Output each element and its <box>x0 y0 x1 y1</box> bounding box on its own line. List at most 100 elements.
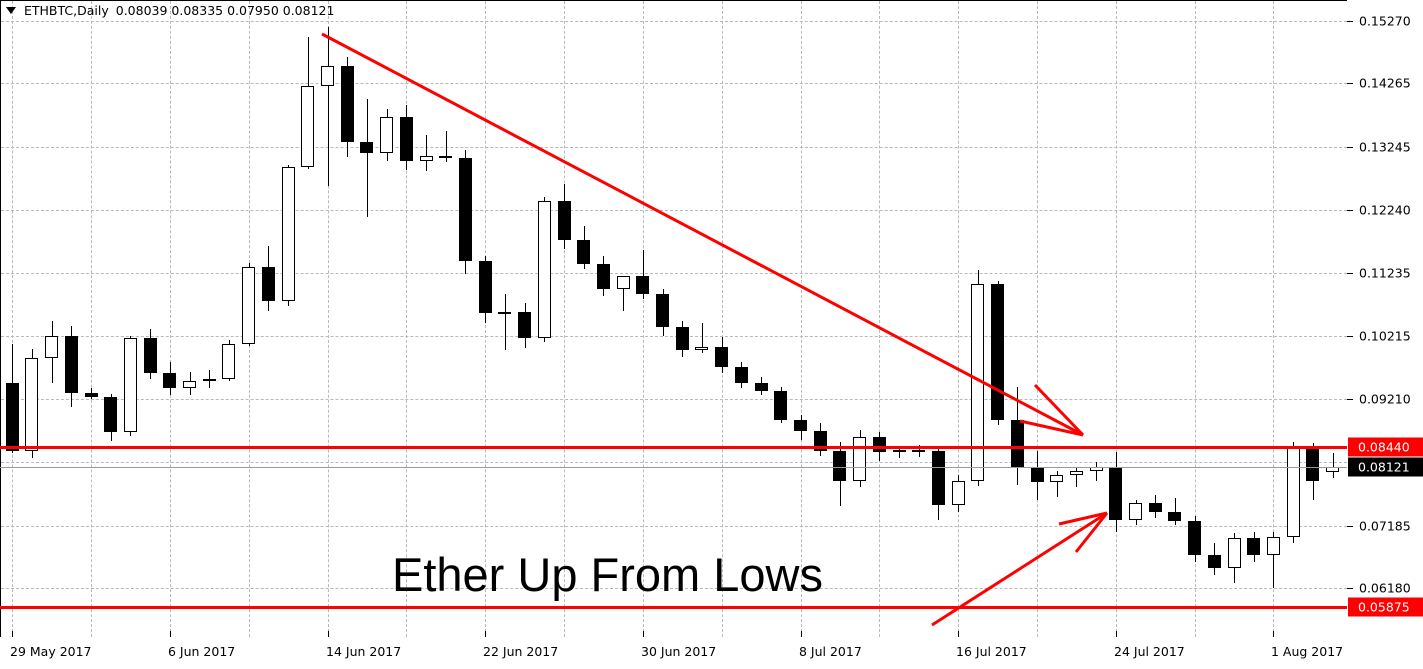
candle-body <box>833 450 846 481</box>
candle-body <box>380 117 393 153</box>
candle-body <box>932 450 945 505</box>
candle-wick <box>1057 470 1058 498</box>
symbol-label: ETHBTC,Daily <box>24 3 109 18</box>
price-axis-tick <box>1347 399 1353 401</box>
date-axis-tick <box>1273 631 1274 637</box>
candle-wick <box>1273 532 1274 589</box>
price-axis-label: 0.13245 <box>1359 139 1411 155</box>
price-axis-label: 0.10215 <box>1359 328 1411 344</box>
candle-body <box>1050 474 1063 483</box>
candle-body <box>85 393 98 397</box>
candle-body <box>794 419 807 431</box>
date-axis-label: 16 Jul 2017 <box>956 644 1027 659</box>
horizontal-gridline <box>1 336 1347 338</box>
candle-body <box>873 437 886 453</box>
candle-body <box>124 338 137 433</box>
drawing-objects-layer <box>321 32 1109 627</box>
candle-body <box>341 65 354 142</box>
date-axis-tick <box>170 631 171 637</box>
horizontal-gridline <box>1 588 1347 590</box>
triangle-down-icon[interactable] <box>6 7 16 14</box>
vertical-gridline <box>406 1 407 637</box>
price-axis[interactable]: 0.15270 0.14265 0.13245 0.12240 0.11235 0.102… <box>1347 0 1423 637</box>
candle-body <box>715 347 728 368</box>
candle-wick <box>1175 498 1176 525</box>
price-axis-label: 0.14265 <box>1359 75 1411 91</box>
horizontal-gridline <box>1 209 1347 211</box>
date-axis-label: 30 Jun 2017 <box>641 644 717 659</box>
date-axis-label: 14 Jun 2017 <box>326 644 402 659</box>
candle-body <box>755 383 768 391</box>
candle-body <box>636 276 649 294</box>
candle-body <box>656 293 669 328</box>
candle-body <box>400 117 413 162</box>
date-axis-tick <box>958 631 959 637</box>
candle-wick <box>1096 462 1097 481</box>
candle-wick <box>505 293 506 350</box>
vertical-gridline <box>801 1 802 637</box>
candle-body <box>6 383 19 451</box>
horizontal-gridline <box>1 272 1347 274</box>
price-axis-label: 0.11235 <box>1359 265 1411 281</box>
chart-annotation-text: Ether Up From Lows <box>392 548 823 601</box>
vertical-gridline <box>1195 1 1196 637</box>
candle-wick <box>328 27 329 187</box>
current-price-badge: 0.08121 <box>1348 457 1423 477</box>
candle-body <box>558 201 571 241</box>
vertical-gridline <box>1273 1 1274 637</box>
candle-body <box>1247 538 1260 555</box>
date-axis-tick <box>1116 631 1117 637</box>
candle-body <box>163 373 176 389</box>
price-axis-tick <box>1347 336 1353 338</box>
candle-body <box>282 167 295 301</box>
vertical-gridline <box>643 1 644 637</box>
date-axis-tick <box>485 631 486 637</box>
plot-frame-left <box>0 0 1 637</box>
price-axis-label: 0.15270 <box>1359 13 1411 29</box>
candle-wick <box>1333 453 1334 478</box>
candle-body <box>971 283 984 481</box>
symbol-header: ETHBTC,Daily 0.08039 0.08335 0.07950 0.0… <box>6 3 334 18</box>
horizontal-gridline <box>1 20 1347 22</box>
candle-body <box>25 357 38 451</box>
vertical-gridline <box>958 1 959 637</box>
candle-body <box>1149 503 1162 513</box>
candle-body <box>1228 538 1241 569</box>
date-axis-label: 29 May 2017 <box>10 644 92 659</box>
candle-body <box>1306 445 1319 481</box>
candle-body <box>577 240 590 264</box>
chart-plot-area[interactable]: Ether Up From Lows <box>0 0 1347 637</box>
price-axis-label: 0.12240 <box>1359 202 1411 218</box>
candle-body <box>1267 537 1280 555</box>
candle-body <box>952 480 965 505</box>
horizontal-gridline <box>1 525 1347 527</box>
candle-body <box>912 449 925 452</box>
candle-body <box>853 437 866 481</box>
candle-body <box>104 396 117 433</box>
candle-body <box>1031 468 1044 483</box>
candle-body <box>735 367 748 384</box>
candle-body <box>222 344 235 380</box>
candle-body <box>420 156 433 162</box>
price-axis-label: 0.09210 <box>1359 391 1411 407</box>
candle-body <box>321 65 334 87</box>
date-axis-label: 8 Jul 2017 <box>799 644 862 659</box>
candle-body <box>242 267 255 345</box>
candle-wick <box>899 445 900 459</box>
candle-body <box>1011 419 1024 469</box>
descending-trendline <box>321 32 1085 437</box>
support-level-badge: 0.05875 <box>1348 597 1423 617</box>
resistance-line <box>0 446 1347 450</box>
vertical-gridline <box>12 1 13 637</box>
date-axis-label: 1 Aug 2017 <box>1271 644 1344 659</box>
horizontal-gridline <box>1 399 1347 401</box>
price-axis-tick <box>1347 20 1353 22</box>
candle-wick <box>367 98 368 218</box>
price-axis-tick <box>1347 525 1353 527</box>
vertical-gridline <box>91 1 92 637</box>
date-axis-label: 22 Jun 2017 <box>483 644 559 659</box>
candle-body <box>597 263 610 289</box>
current-price-line <box>0 467 1347 469</box>
candle-body <box>1188 520 1201 555</box>
